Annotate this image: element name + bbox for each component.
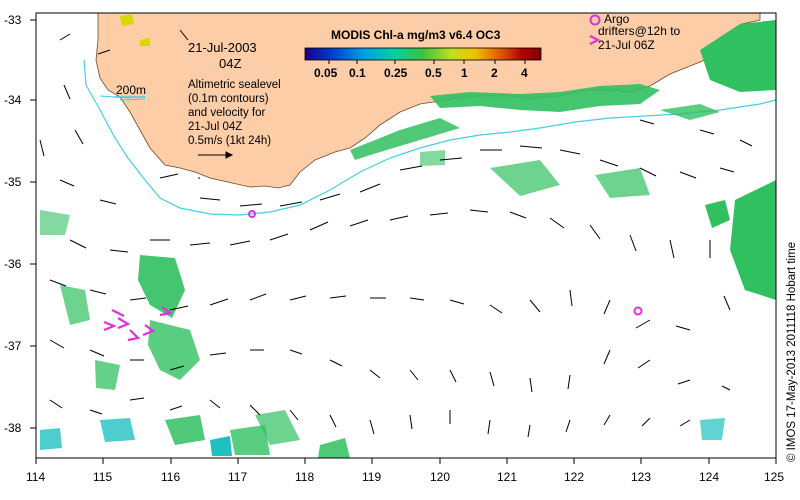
colorbar [304,47,542,64]
argo-markers [248,14,643,316]
lat-tick: -33 [4,13,22,27]
chl-patches-cyan [40,418,725,456]
credit-text: © IMOS 17-May-2013 2011118 Hobart time [786,241,798,462]
chl-patches [40,20,776,458]
info-line: 21-Jul 04Z [188,121,243,133]
lat-tick: -36 [4,257,22,271]
colorbar-tick: 1 [461,66,468,80]
velocity-scale-arrow [198,151,234,159]
lat-tick: -38 [4,421,22,435]
lon-tick: 120 [430,470,451,484]
lon-tick: 116 [161,470,181,484]
lon-tick: 124 [699,470,720,484]
lon-tick: 119 [362,470,382,484]
colorbar-tick: 4 [521,66,528,80]
colorbar-tick: 0.5 [425,66,442,80]
argo-legend-marker [589,14,601,26]
colorbar-tick: 2 [491,66,498,80]
lon-tick: 115 [93,470,113,484]
axis-ticks [30,19,777,464]
colorbar-ramp [304,47,542,61]
velocity-arrows [39,29,753,438]
argo-label: Argo [604,12,630,26]
land-australia [95,12,761,189]
lon-tick: 121 [497,470,518,484]
drifter-legend-marker [589,35,601,45]
drifters-label: drifters@12h to [598,24,681,38]
lon-tick: 122 [564,470,585,484]
colorbar-tick: 0.25 [384,66,408,80]
lat-tick: -37 [4,339,22,353]
lat-tick: -35 [4,175,22,189]
plot-frame [35,12,777,459]
drifters-date: 21-Jul 06Z [598,38,655,52]
lon-tick: 123 [631,470,652,484]
info-line: 0.5m/s (1kt 24h) [188,135,272,147]
colorbar-tick: 0.05 [314,66,338,80]
lon-tick: 114 [26,470,46,484]
contour-label: 200m [116,83,147,97]
map-time: 04Z [219,56,242,71]
contour-200m [83,59,777,216]
lat-tick: -34 [4,93,22,107]
colorbar-tick: 0.1 [349,66,366,80]
lon-tick: 117 [228,470,248,484]
lon-tick: 118 [295,470,315,484]
colorbar-title: MODIS Chl-a mg/m3 v6.4 OC3 [331,28,501,42]
info-line: (0.1m contours) [188,93,269,105]
info-line: and velocity for [188,107,266,119]
map-date: 21-Jul-2003 [188,40,257,55]
drifter-tracks [103,35,601,342]
info-line: Altimetric sealevel [188,79,281,91]
info-block: Altimetric sealevel (0.1m contours) and … [188,78,308,148]
chl-patches-yellow [120,14,150,46]
lon-tick: 125 [764,470,785,484]
